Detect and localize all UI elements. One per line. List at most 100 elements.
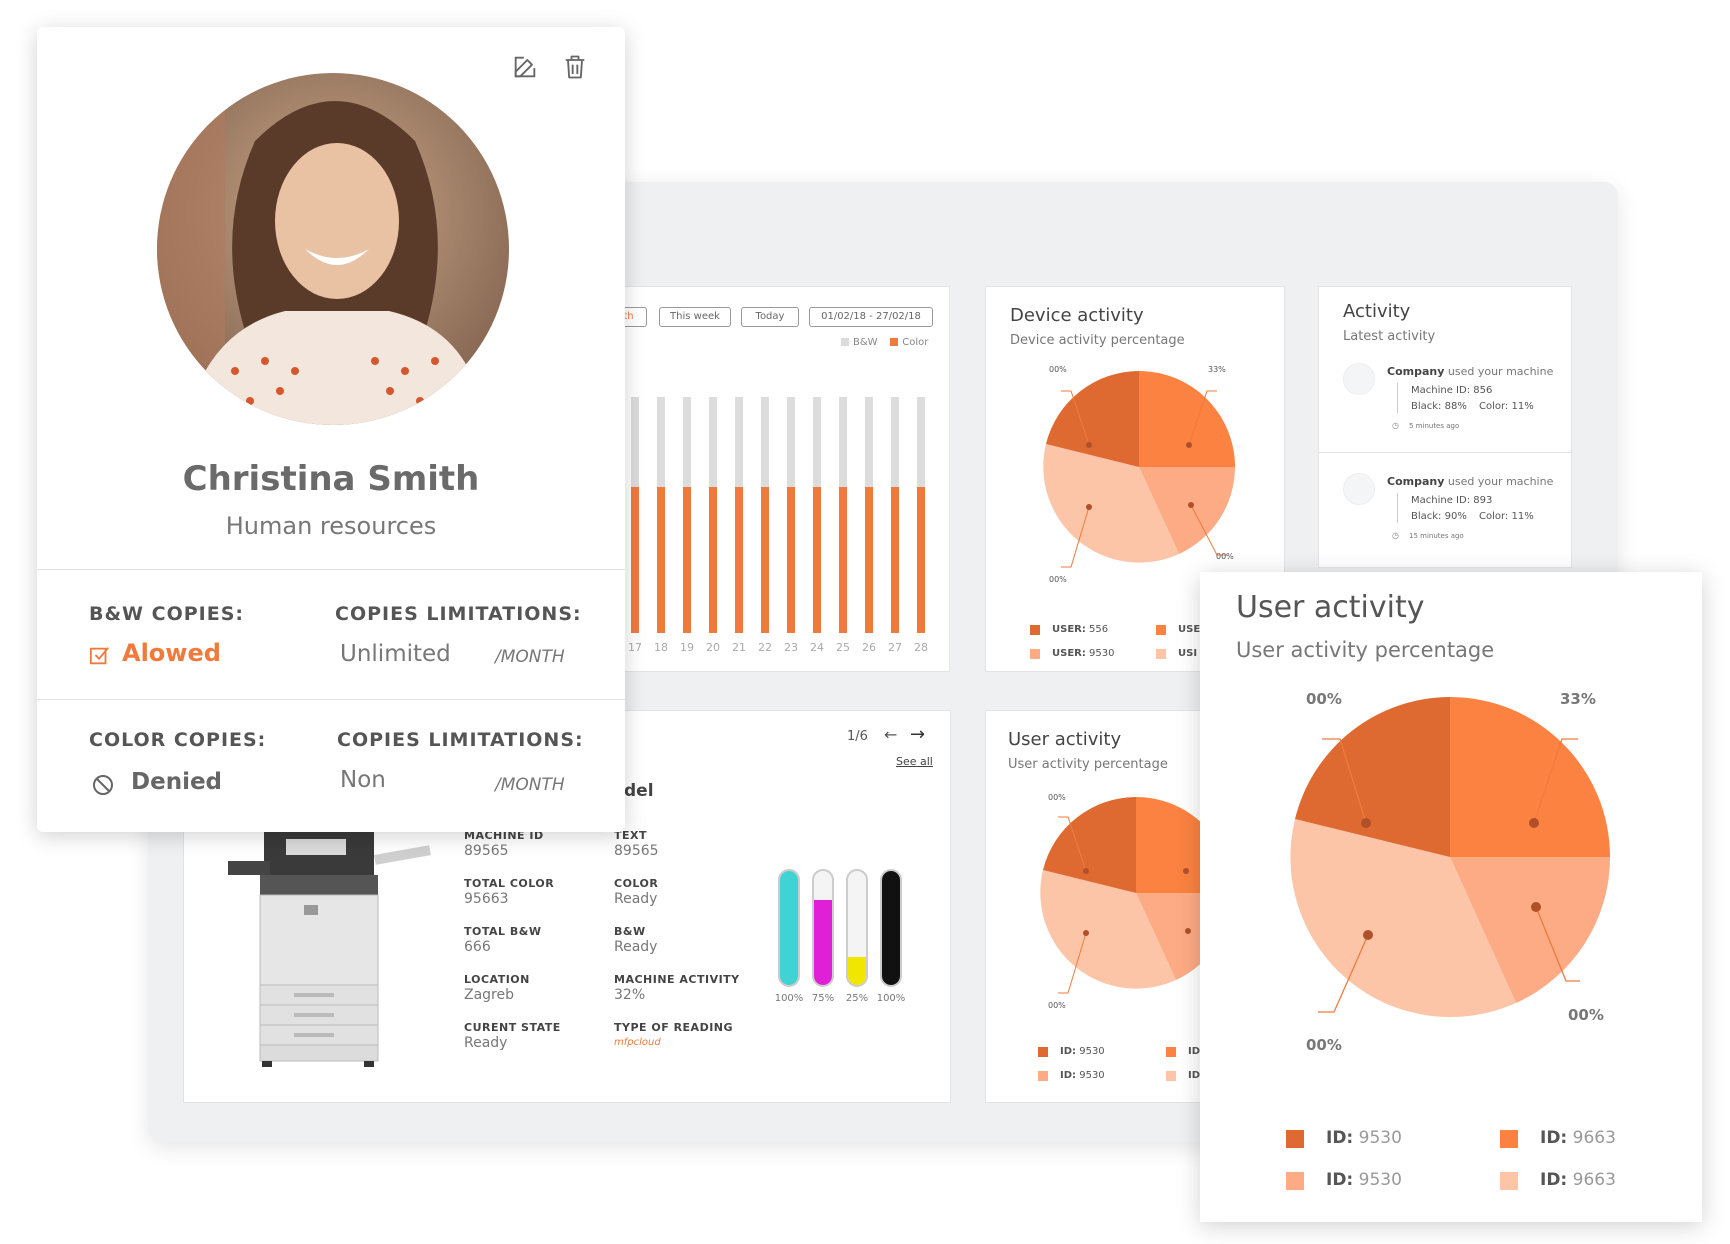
machine-field-label: TYPE OF READING <box>614 1021 734 1034</box>
machine-field-label: TOTAL B&W <box>464 925 542 938</box>
toner-fill <box>780 871 798 985</box>
toner-tube <box>812 869 834 987</box>
color-copies-label: COLOR COPIES: <box>89 729 267 751</box>
x-tick-label: 17 <box>628 641 642 654</box>
color-bar <box>735 486 743 633</box>
user-activity-small-subtitle: User activity percentage <box>1008 757 1168 772</box>
machine-card: 1/6 ← → See all del MACHINE ID 89565 TOTAL… <box>183 710 951 1103</box>
device-callout-bl: 00% <box>1049 575 1067 584</box>
toner-tube <box>778 869 800 987</box>
filter-today-button[interactable]: Today <box>741 307 799 327</box>
user-small-legend-item-2: ID <box>1188 1046 1201 1057</box>
bw-limit-value: Unlimited <box>340 641 451 667</box>
device-callout-tl: 00% <box>1049 365 1067 374</box>
user-small-legend-item-4: ID <box>1188 1070 1201 1081</box>
device-legend-swatch-1 <box>1030 625 1040 635</box>
machine-field-value: 32% <box>614 987 646 1003</box>
user-callout-br: 00% <box>1568 1006 1604 1024</box>
color-bar <box>631 486 639 633</box>
user-pie-slice-2 <box>1450 857 1611 1003</box>
machine-field-label: CURENT STATE <box>464 1021 561 1034</box>
user-small-legend-item-3: ID: 9530 <box>1060 1070 1105 1081</box>
user-small-callout-bottom: 00% <box>1048 1001 1066 1010</box>
x-tick-label: 23 <box>784 641 798 654</box>
color-bar <box>761 486 769 633</box>
device-legend-item-1: USER: 556 <box>1052 624 1109 635</box>
color-bar <box>917 486 925 633</box>
activity-item-machine: Machine ID: 856 <box>1411 385 1493 396</box>
toner-level-label: 100% <box>876 993 906 1004</box>
device-pie-slice-4 <box>1046 371 1139 467</box>
activity-item-headline: Company used your machine <box>1387 365 1554 378</box>
x-tick-label: 27 <box>888 641 902 654</box>
bw-copies-status: Alowed <box>122 639 221 667</box>
x-tick-label: 28 <box>914 641 928 654</box>
toner-level-label: 25% <box>845 993 869 1004</box>
color-bar <box>787 486 795 633</box>
avatar <box>157 73 509 425</box>
color-bar <box>865 486 873 633</box>
machine-field-label: MACHINE ID <box>464 829 544 842</box>
machine-field-value: Zagreb <box>464 987 515 1003</box>
user-activity-card: User activity User activity percentage 0… <box>1200 572 1702 1222</box>
date-range-button[interactable]: 01/02/18 - 27/02/18 <box>809 307 933 327</box>
user-legend-swatch-2 <box>1500 1130 1518 1148</box>
color-limit-label: COPIES LIMITATIONS: <box>337 729 584 751</box>
profile-department: Human resources <box>225 512 437 540</box>
user-activity-pie-chart <box>1290 697 1611 1018</box>
user-pie-slice-3 <box>1290 819 1516 1018</box>
filter-this-week-button[interactable]: This week <box>659 307 731 327</box>
see-all-link[interactable]: See all <box>896 755 933 768</box>
activity-item-black: Black: 90% <box>1411 511 1467 522</box>
chart-legend: B&W Color <box>841 337 928 348</box>
user-small-legend-swatch-3 <box>1038 1071 1048 1081</box>
color-bar <box>813 486 821 633</box>
machine-field-value: Ready <box>614 939 658 955</box>
legend-color-label: Color <box>902 337 929 348</box>
bw-limit-unit: /MONTH <box>495 647 565 667</box>
user-callout-tr: 33% <box>1560 690 1596 708</box>
device-pie-slice-1 <box>1139 371 1235 467</box>
legend-bw-swatch <box>841 338 849 346</box>
legend-color-swatch <box>890 338 899 346</box>
color-bar <box>891 486 899 633</box>
machine-pager: 1/6 <box>847 729 868 744</box>
device-callout-tr: 33% <box>1208 365 1226 374</box>
activity-item-headline: Company used your machine <box>1387 475 1554 488</box>
edit-icon[interactable] <box>511 53 539 81</box>
activity-item-time: 5 minutes ago <box>1409 422 1460 430</box>
device-activity-title: Device activity <box>1010 305 1144 326</box>
trash-icon[interactable] <box>561 53 589 81</box>
user-small-pie-chart <box>1040 797 1206 994</box>
machine-field-value: Ready <box>614 891 658 907</box>
color-limit-unit: /MONTH <box>495 775 565 795</box>
toner-fill <box>814 899 832 985</box>
user-legend-item-4: ID: 9663 <box>1540 1170 1616 1190</box>
machine-model-title: del <box>624 781 654 801</box>
user-activity-title: User activity <box>1236 590 1425 625</box>
machine-field-value: mfpcloud <box>614 1037 661 1048</box>
user-small-legend-swatch-4 <box>1166 1071 1176 1081</box>
arrow-left-icon[interactable]: ← <box>884 725 898 744</box>
machine-field-label: B&W <box>614 925 646 938</box>
color-bar <box>709 486 717 633</box>
user-activity-small-card: User activity User activity percentage 0… <box>985 710 1206 1103</box>
machine-field-value: 89565 <box>464 843 509 859</box>
toner-fill <box>848 956 866 985</box>
arrow-right-icon[interactable]: → <box>910 724 926 745</box>
activity-item-black: Black: 88% <box>1411 401 1467 412</box>
device-legend-swatch-3 <box>1030 649 1040 659</box>
machine-field-label: LOCATION <box>464 973 530 986</box>
machine-field-value: 666 <box>464 939 491 955</box>
machine-field-label: TOTAL COLOR <box>464 877 555 890</box>
avatar <box>1343 363 1375 395</box>
clock-icon: ◷ <box>1392 531 1399 540</box>
activity-subtitle: Latest activity <box>1343 329 1436 344</box>
bw-copies-label: B&W COPIES: <box>89 603 244 625</box>
x-tick-label: 19 <box>680 641 694 654</box>
device-legend-item-2: USE <box>1178 624 1201 635</box>
x-tick-label: 22 <box>758 641 772 654</box>
activity-card: Activity Latest activity Company used yo… <box>1318 286 1572 568</box>
activity-item-color: Color: 11% <box>1479 511 1534 522</box>
machine-field-label: TEXT <box>614 829 648 842</box>
